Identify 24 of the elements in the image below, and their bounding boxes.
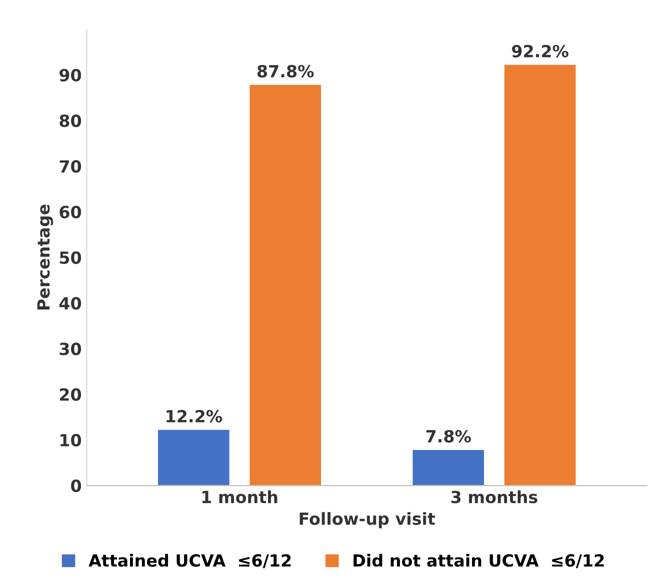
y-tick-label: 40 <box>59 296 82 310</box>
x-axis-title: Follow-up visit <box>300 512 436 528</box>
y-tick-label: 60 <box>60 206 82 218</box>
y-tick-label: 80 <box>60 114 82 128</box>
y-tick-label: 50 <box>60 251 82 264</box>
data-label: 7.8% <box>426 430 471 443</box>
y-tick-label: 70 <box>60 160 82 173</box>
bar <box>250 84 322 486</box>
x-tick-label: 1 month <box>202 490 278 504</box>
x-tick-label: 3 months <box>451 490 538 504</box>
bar <box>504 64 576 486</box>
data-label: 12.2% <box>166 410 222 422</box>
legend-label: Attained UCVA ≤6/12 <box>88 554 291 568</box>
y-tick-label: 90 <box>60 68 82 82</box>
y-tick-label: 0 <box>71 480 82 492</box>
y-tick-label: 20 <box>60 388 82 401</box>
bar <box>158 430 230 486</box>
bar <box>412 450 484 486</box>
data-label: 92.2% <box>512 44 568 58</box>
y-axis-title: Percentage <box>37 204 54 310</box>
y-tick-label: 30 <box>60 342 82 356</box>
legend-label: Did not attain UCVA ≤6/12 <box>354 554 604 568</box>
y-tick-label: 10 <box>60 434 82 446</box>
data-label: 87.8% <box>257 64 314 78</box>
